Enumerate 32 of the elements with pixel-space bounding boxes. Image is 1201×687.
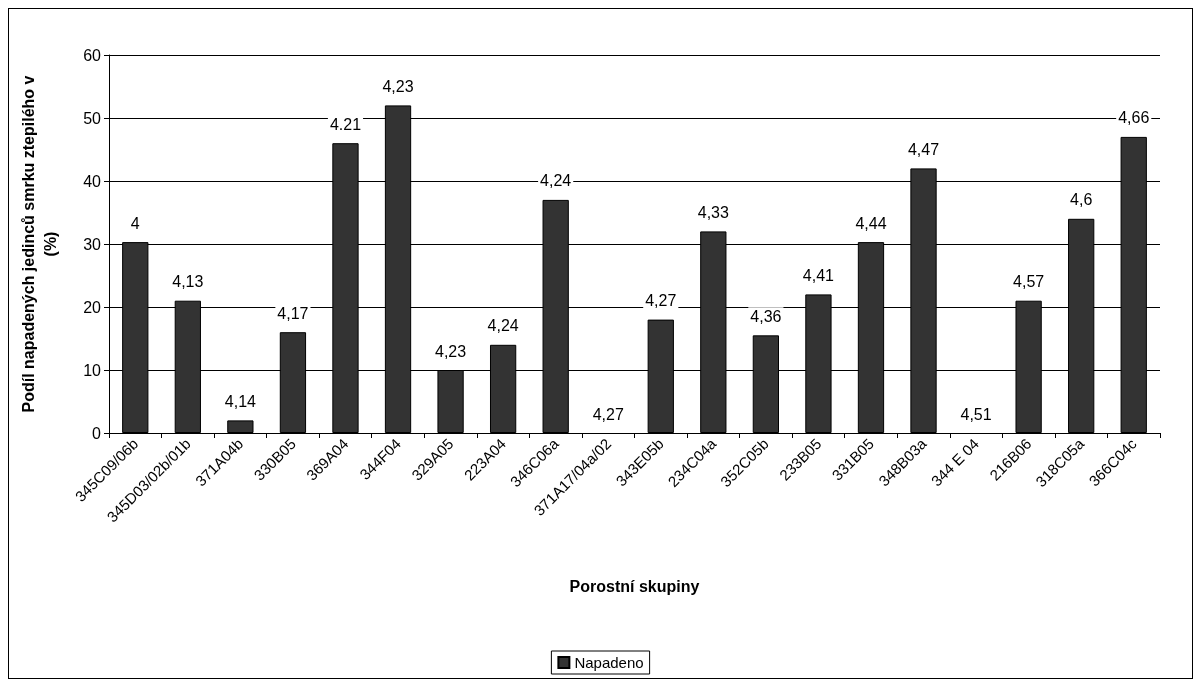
annotation: 4,17 (277, 304, 309, 322)
annotation: 4,14 (224, 392, 257, 410)
y-tick-label: 30 (83, 235, 102, 253)
annotation: 4,13 (172, 273, 204, 291)
annotation: 4,36 (750, 307, 782, 325)
annotation: 4 (130, 214, 140, 232)
annotation: 4,24 (487, 317, 519, 335)
y-tick-label: 20 (83, 298, 102, 316)
x-axis-title: Porostní skupiny (569, 577, 700, 595)
y-tick-label: 0 (92, 424, 102, 442)
annotation: 4,51 (960, 405, 992, 423)
annotation: 4,27 (645, 292, 677, 310)
annotation: 4,66 (1118, 109, 1150, 127)
y-tick-label: 10 (83, 361, 102, 379)
y-axis-title: Podíl napadených jedinců smrku ztepilého v (%) (19, 75, 59, 413)
annotation: 4,57 (1013, 273, 1045, 291)
y-tick-label: 50 (83, 109, 102, 127)
annotation: 4,23 (382, 77, 414, 95)
annotation: 4,44 (855, 214, 887, 232)
legend-label: Napadeno (574, 654, 644, 671)
annotation: 4,27 (592, 405, 624, 423)
annotation: 4,23 (435, 342, 467, 360)
y-tick-label: 60 (83, 46, 102, 64)
y-tick-label: 40 (83, 172, 102, 190)
annotation: 4,41 (802, 266, 835, 284)
annotation: 4,24 (540, 172, 572, 190)
x-tick-label: 344 E 04 (927, 434, 983, 490)
bar (227, 420, 254, 433)
annotation: 4.21 (329, 115, 362, 133)
annotation: 4,47 (907, 140, 940, 158)
annotation: 4,6 (1070, 191, 1093, 209)
annotation: 4,33 (697, 203, 729, 221)
